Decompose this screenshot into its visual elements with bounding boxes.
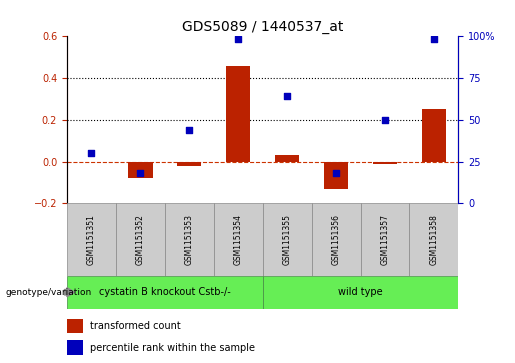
Bar bbox=[214, 203, 263, 276]
Bar bbox=[128, 162, 152, 178]
Bar bbox=[409, 203, 458, 276]
Point bbox=[234, 36, 242, 42]
Bar bbox=[67, 276, 263, 309]
Text: GSM1151355: GSM1151355 bbox=[283, 214, 291, 265]
Title: GDS5089 / 1440537_at: GDS5089 / 1440537_at bbox=[182, 20, 344, 34]
Bar bbox=[177, 162, 201, 166]
Point bbox=[381, 117, 389, 123]
Text: wild type: wild type bbox=[338, 287, 383, 297]
Point bbox=[185, 127, 194, 133]
Text: GSM1151354: GSM1151354 bbox=[234, 214, 243, 265]
Text: GSM1151358: GSM1151358 bbox=[430, 214, 438, 265]
Bar bbox=[165, 203, 214, 276]
Text: percentile rank within the sample: percentile rank within the sample bbox=[91, 343, 255, 352]
Point bbox=[430, 36, 438, 42]
Bar bbox=[312, 203, 360, 276]
Point bbox=[332, 170, 340, 176]
Bar bbox=[373, 162, 397, 164]
Text: GSM1151357: GSM1151357 bbox=[381, 214, 389, 265]
Bar bbox=[263, 203, 312, 276]
Text: GSM1151352: GSM1151352 bbox=[136, 214, 145, 265]
Bar bbox=[275, 155, 299, 162]
Bar bbox=[324, 162, 348, 189]
Text: GSM1151353: GSM1151353 bbox=[185, 214, 194, 265]
Bar bbox=[422, 109, 446, 162]
Bar bbox=[263, 276, 458, 309]
Point bbox=[283, 94, 291, 99]
Bar bbox=[67, 203, 116, 276]
Bar bbox=[226, 65, 250, 162]
Text: GSM1151356: GSM1151356 bbox=[332, 214, 340, 265]
Bar bbox=[360, 203, 409, 276]
Text: cystatin B knockout Cstb-/-: cystatin B knockout Cstb-/- bbox=[99, 287, 231, 297]
Point bbox=[88, 150, 96, 156]
Text: transformed count: transformed count bbox=[91, 321, 181, 331]
Text: genotype/variation: genotype/variation bbox=[5, 288, 91, 297]
Bar bbox=[116, 203, 165, 276]
Bar bbox=[67, 340, 82, 355]
Point bbox=[136, 170, 144, 176]
Text: GSM1151351: GSM1151351 bbox=[87, 214, 96, 265]
Bar bbox=[67, 319, 82, 333]
